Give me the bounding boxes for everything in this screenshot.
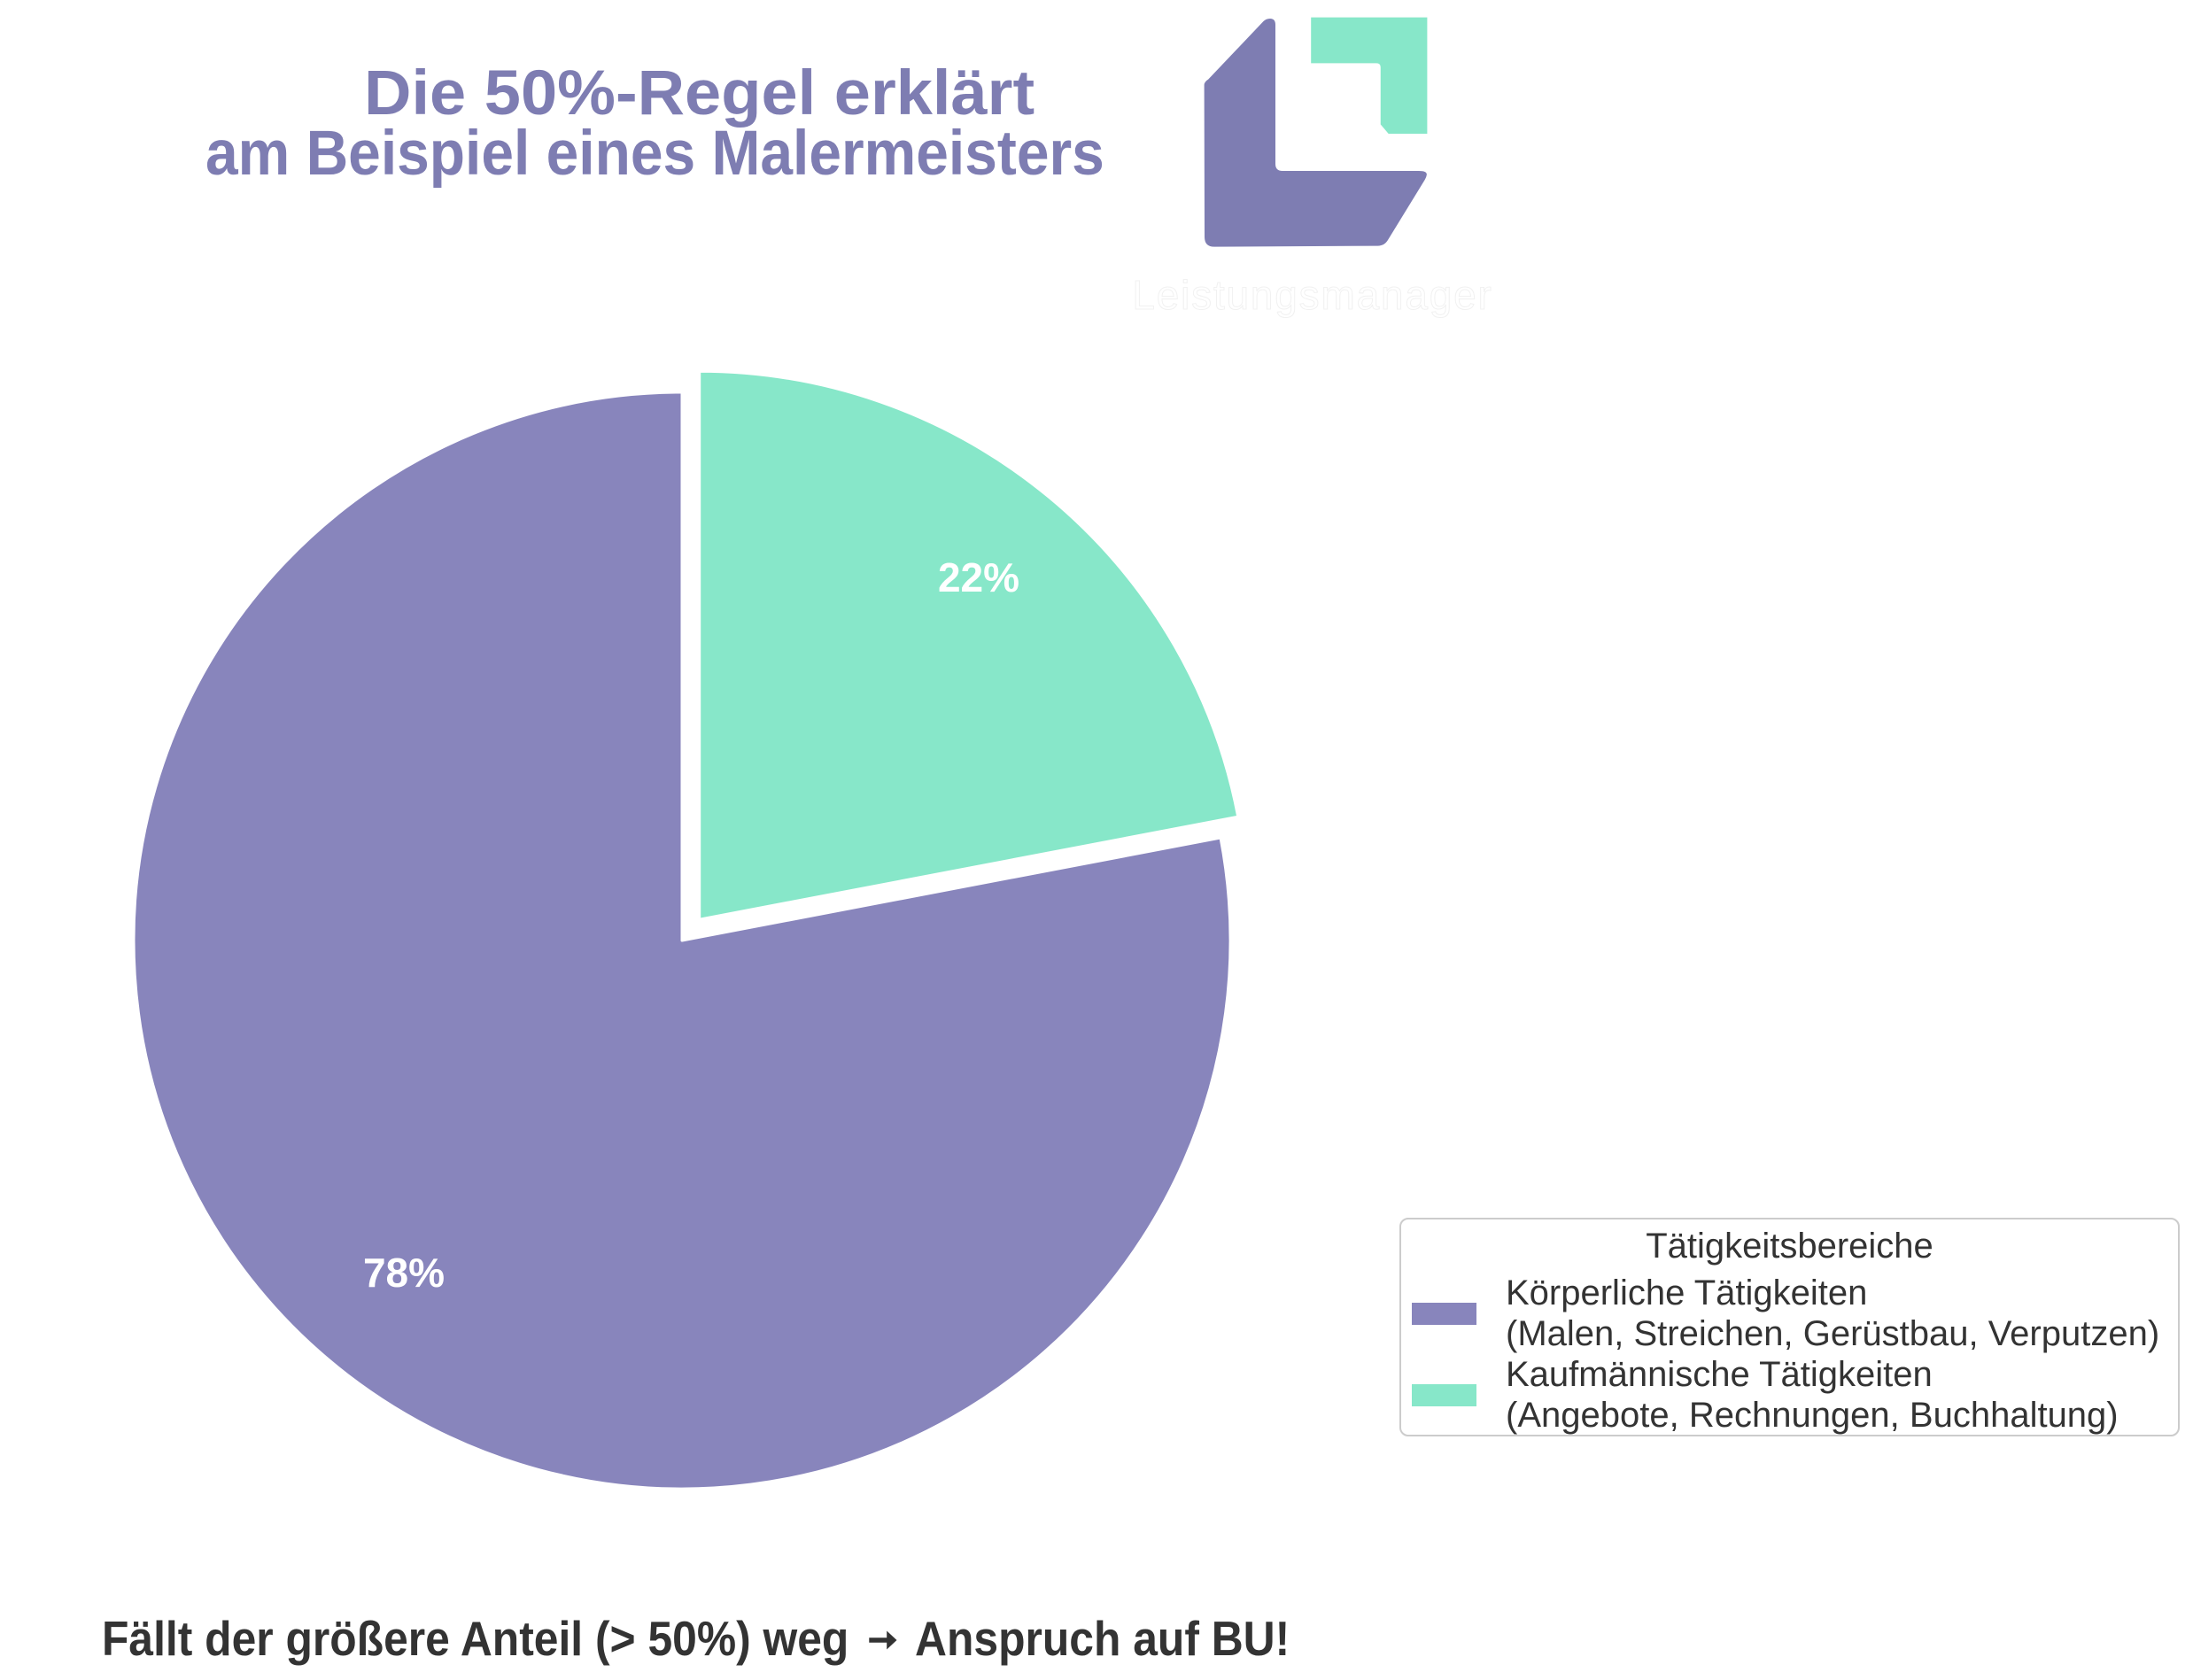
- svg-text:22%: 22%: [938, 554, 1019, 600]
- svg-text:78%: 78%: [363, 1250, 445, 1296]
